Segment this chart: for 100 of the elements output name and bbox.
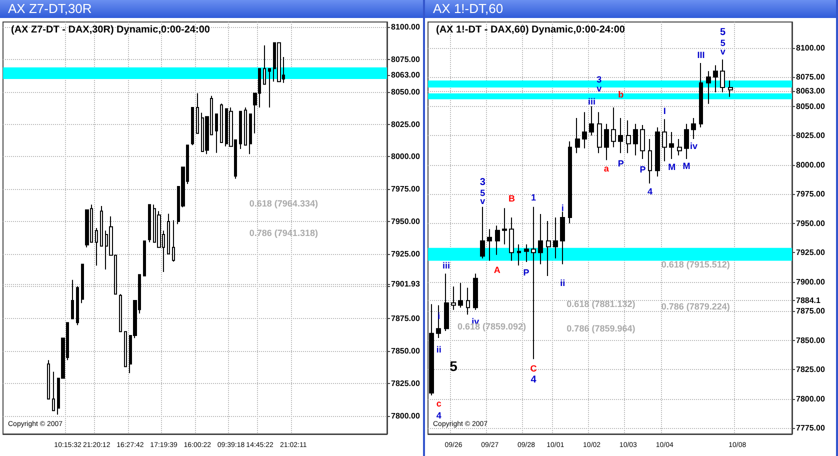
annotation: 5	[480, 188, 486, 198]
annotation: 5	[450, 358, 458, 374]
y-tick-label: 8025.00	[391, 120, 420, 129]
candlestick	[215, 113, 218, 154]
candlestick	[81, 264, 84, 304]
candlestick	[429, 304, 434, 396]
candlestick	[713, 64, 718, 93]
candlestick	[268, 68, 271, 108]
candlestick	[531, 206, 536, 360]
annotation: i	[561, 203, 564, 214]
annotation: iii	[442, 260, 450, 270]
candlestick	[458, 282, 463, 308]
y-tick-label: 8025.00	[796, 131, 826, 140]
y-tick-label: 8075.00	[796, 72, 826, 82]
candlestick	[220, 103, 223, 143]
annotation: 4	[648, 186, 653, 197]
candlestick	[451, 286, 456, 310]
candlestick	[538, 213, 543, 265]
candlestick	[582, 112, 587, 149]
candlestick	[720, 58, 725, 93]
y-tick-label: 8100.00	[391, 22, 420, 32]
annotation: 4	[530, 374, 537, 386]
annotation: a	[604, 163, 610, 174]
candlestick	[633, 123, 638, 156]
chart-title: AX 1!-DT,60	[425, 0, 836, 18]
y-tick-label: 7925.00	[391, 249, 420, 258]
candlestick	[648, 138, 652, 184]
candlestick	[611, 106, 616, 148]
annotation: c	[436, 398, 442, 409]
y-tick-label: 7800.00	[391, 411, 420, 420]
candlestick	[263, 44, 266, 85]
candlestick	[436, 304, 441, 339]
y-tick-label: 8075.00	[391, 55, 420, 64]
candlestick	[560, 211, 565, 265]
annotation: P	[640, 164, 646, 174]
candlestick	[589, 106, 594, 136]
candlestick	[52, 371, 55, 412]
annotation: A	[494, 265, 501, 276]
y-tick-label: 7900.00	[796, 277, 826, 286]
y-tick-label: 7884.1	[796, 296, 822, 305]
y-tick-label: 8050.00	[391, 87, 420, 96]
chart-title: AX Z7-DT,30R	[0, 0, 423, 18]
candlestick	[699, 62, 703, 128]
y-tick-label: 7825.00	[391, 378, 420, 388]
annotation: M	[668, 162, 676, 172]
annotation: I	[663, 106, 666, 116]
candlestick	[76, 286, 79, 326]
y-tick-label: 7975.00	[391, 184, 420, 194]
annotation: P	[618, 158, 624, 169]
annotation: i	[438, 310, 440, 321]
y-tick-label: 7901.93	[391, 279, 420, 288]
candlestick	[167, 213, 170, 254]
candlestick	[473, 273, 478, 310]
candlestick	[728, 80, 733, 98]
chart-subtitle: (AX Z7-DT - DAX,30R) Dynamic,0:00-24:00	[11, 24, 210, 36]
annotation: 0.618 (7915.512)	[661, 259, 730, 270]
candlestick	[47, 360, 50, 400]
candlestick	[487, 228, 492, 262]
candlestick	[509, 216, 514, 262]
candlestick	[684, 123, 689, 160]
annotation: v	[720, 46, 726, 56]
candlestick	[95, 228, 98, 266]
y-tick-label: 7800.00	[796, 394, 826, 404]
candlestick	[119, 294, 122, 332]
annotation: 3	[480, 176, 486, 188]
candlestick	[71, 279, 74, 320]
annotation: 1	[531, 192, 536, 203]
y-tick-label: 8100.00	[796, 43, 826, 52]
y-tick-label: 8050.00	[796, 102, 826, 111]
candlestick	[517, 244, 521, 266]
y-tick-label: 8063.00	[391, 70, 420, 80]
candlestick	[196, 92, 199, 134]
candlestick	[691, 117, 696, 140]
annotation: 0.618 (7964.334)	[249, 198, 318, 208]
candlestick	[148, 204, 151, 243]
y-tick-label: 8000.00	[796, 160, 826, 170]
annotation: B	[508, 194, 516, 204]
y-tick-label: 7825.00	[796, 365, 826, 374]
candlestick	[575, 117, 580, 154]
annotation: 4	[436, 410, 442, 420]
candlestick	[626, 120, 631, 154]
candlestick	[568, 140, 572, 224]
y-tick-label: 7775.00	[796, 424, 826, 433]
candlestick	[244, 107, 247, 146]
annotation: 0.786 (7859.964)	[566, 324, 636, 334]
annotation: III	[697, 50, 705, 60]
annotation: C	[530, 363, 538, 374]
candlestick	[100, 205, 103, 247]
candlestick	[706, 70, 711, 104]
y-tick-label: 7875.00	[796, 306, 826, 316]
candlestick	[502, 208, 507, 245]
y-tick-label: 7875.00	[391, 314, 420, 324]
candlestick	[524, 244, 529, 262]
candlestick	[495, 225, 500, 256]
candlestick	[143, 240, 146, 276]
y-tick-label: 8000.00	[391, 152, 420, 162]
annotation: 0.786 (7941.318)	[249, 228, 318, 238]
y-tick-label: 7850.00	[796, 336, 826, 345]
candlestick	[277, 42, 281, 82]
candlestick	[553, 216, 558, 259]
